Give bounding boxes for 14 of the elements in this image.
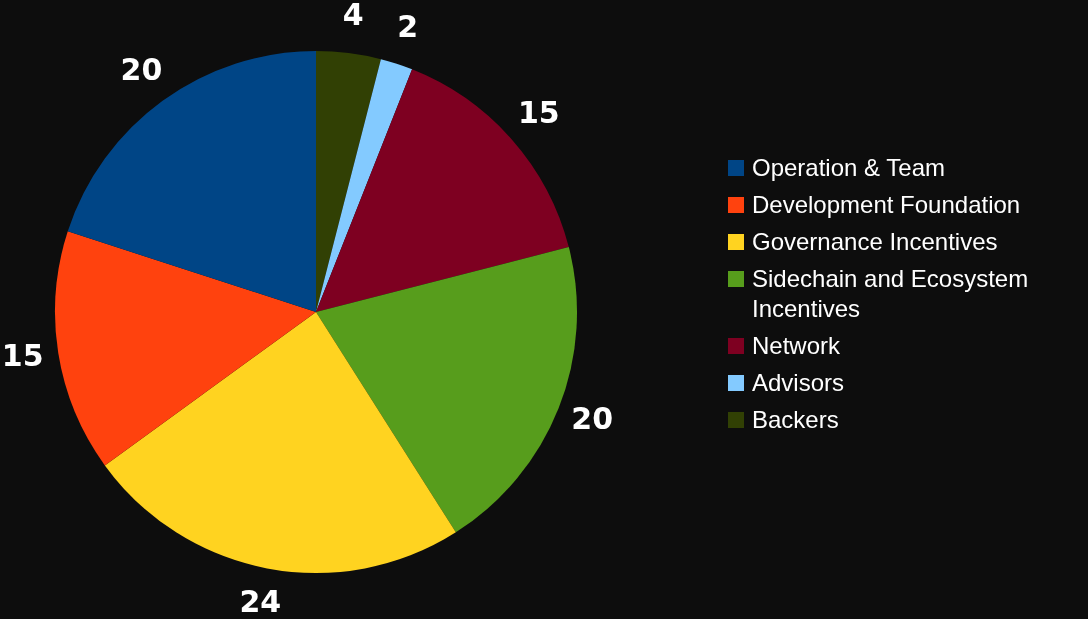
data-label: 24 bbox=[239, 583, 282, 619]
legend-label: Sidechain and Ecosystem Incentives bbox=[752, 264, 1030, 324]
data-label: 20 bbox=[120, 51, 163, 87]
legend-label: Operation & Team bbox=[752, 153, 945, 183]
data-label: 15 bbox=[517, 95, 560, 131]
legend-label: Backers bbox=[752, 405, 839, 435]
legend-label: Development Foundation bbox=[752, 190, 1021, 220]
data-label: 2 bbox=[397, 9, 419, 45]
data-label: 20 bbox=[571, 401, 614, 437]
legend-label: Network bbox=[752, 331, 841, 361]
legend-label: Advisors bbox=[752, 368, 845, 398]
data-label: 15 bbox=[1, 338, 44, 374]
legend-label: Governance Incentives bbox=[752, 227, 998, 257]
data-label: 4 bbox=[342, 0, 364, 33]
